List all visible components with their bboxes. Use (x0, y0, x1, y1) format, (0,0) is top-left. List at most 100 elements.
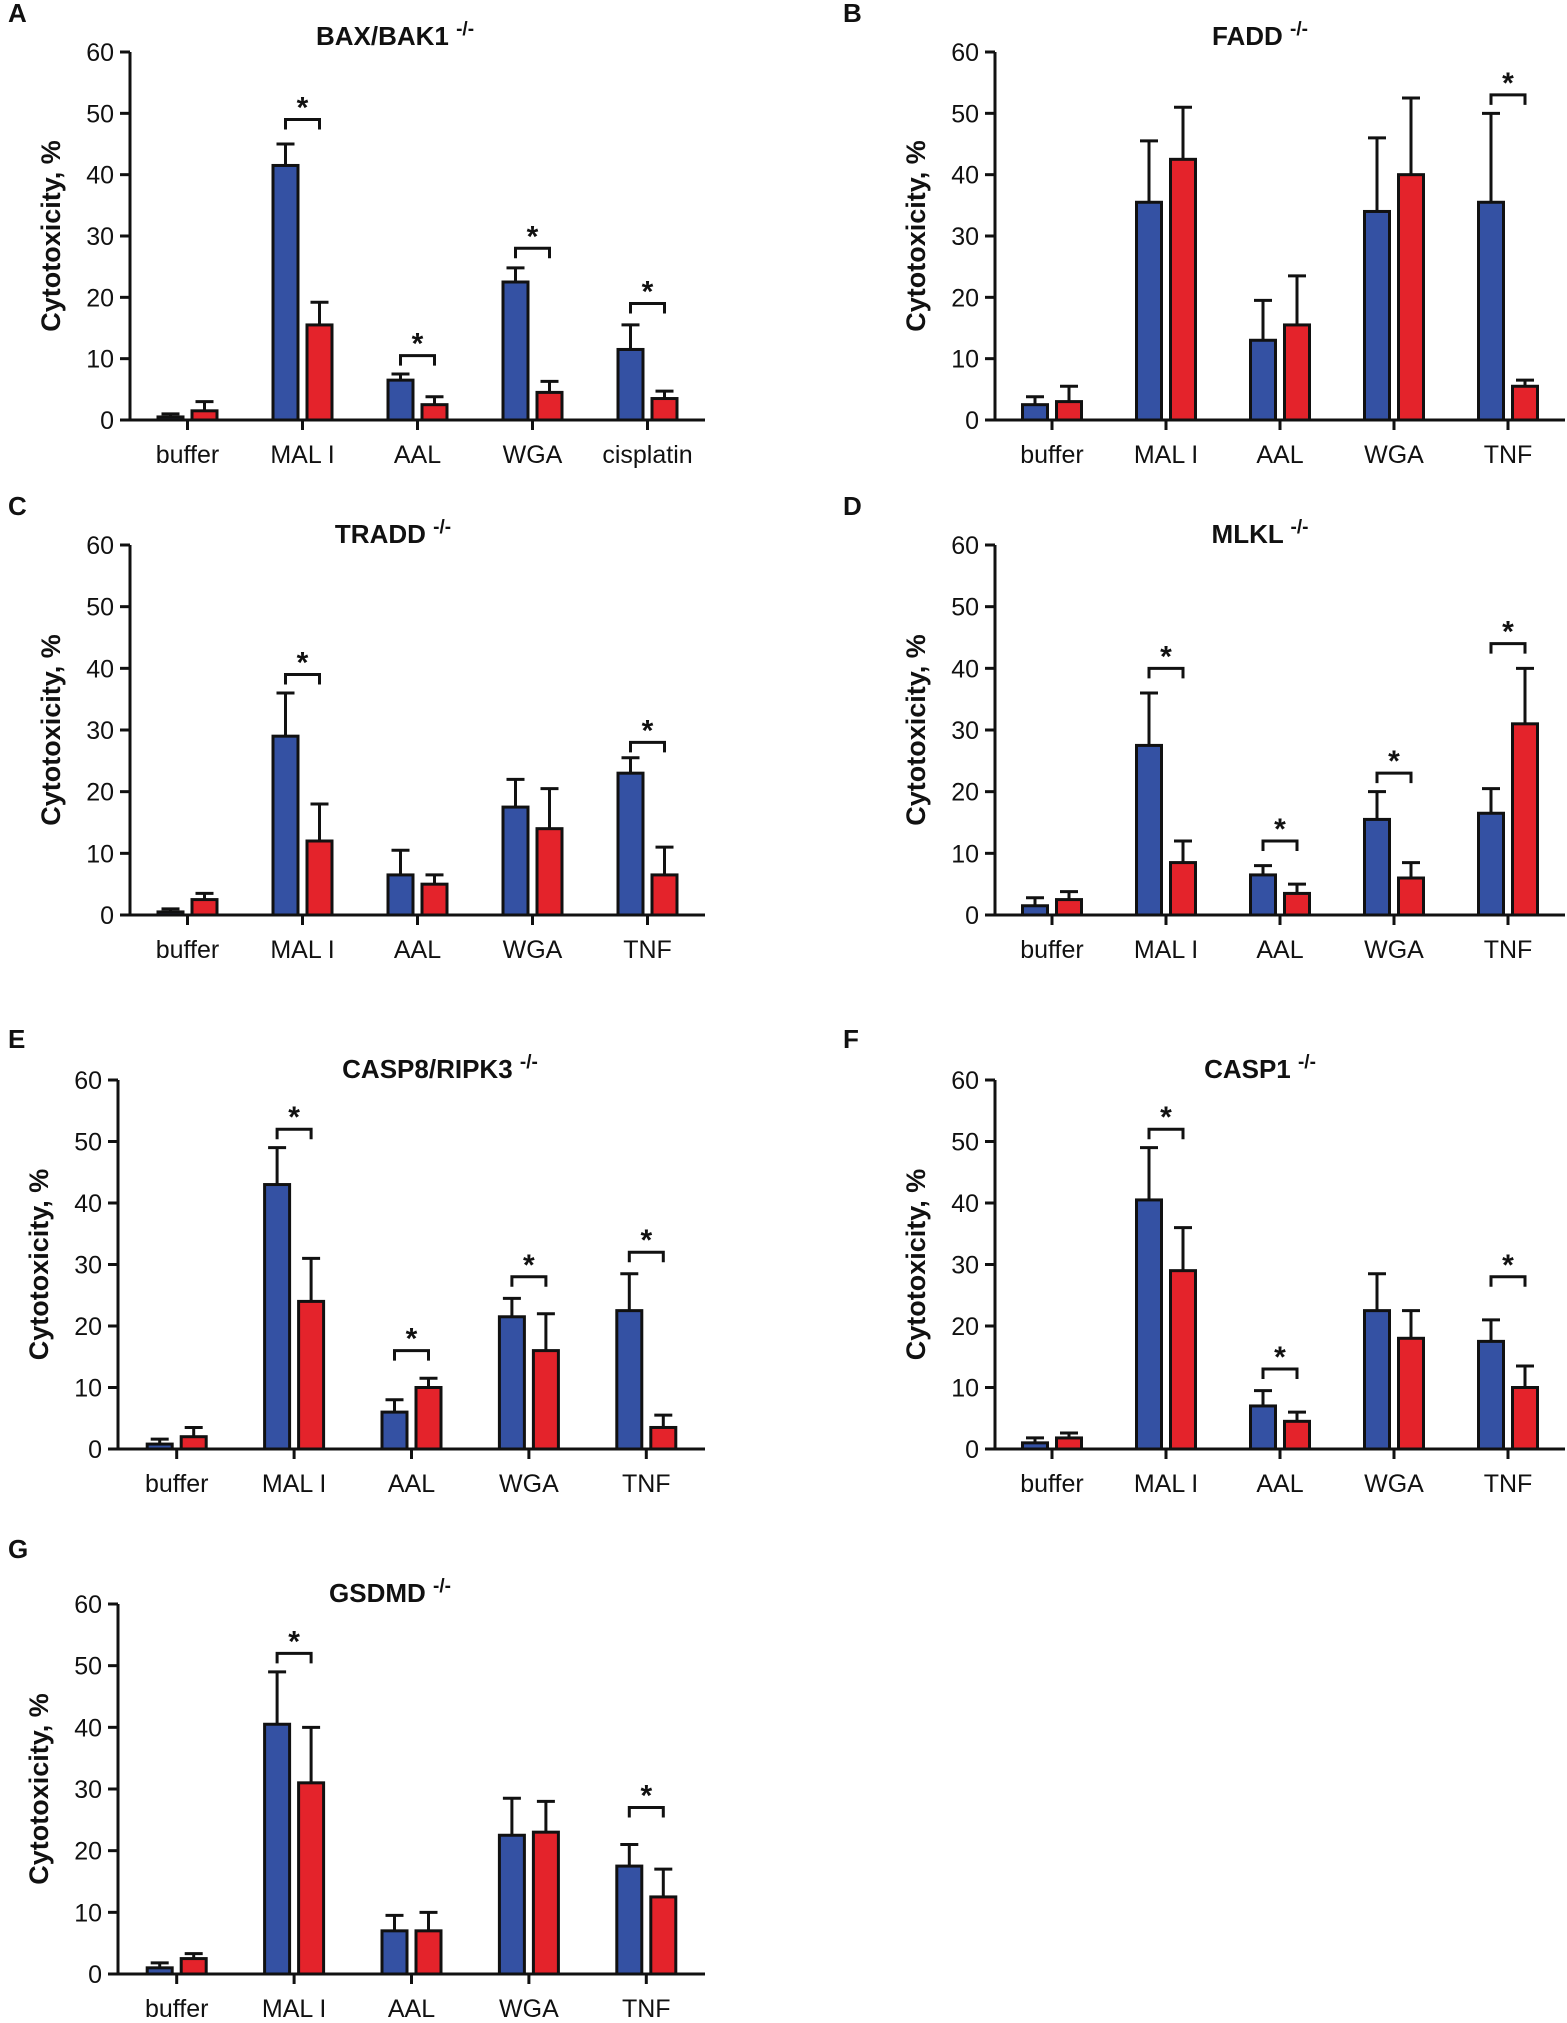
significance-bracket (1261, 1367, 1299, 1380)
bar-red (1283, 1419, 1311, 1451)
y-tick-label: 20 (86, 284, 114, 312)
x-tick-label: TNF (1484, 936, 1533, 964)
bar-blue (615, 1309, 644, 1451)
bar-blue (1477, 811, 1505, 917)
bar-blue (263, 1722, 292, 1976)
y-tick-label: 20 (86, 779, 114, 807)
x-tick-label: AAL (394, 936, 441, 964)
bar-red (1169, 861, 1197, 917)
chart-title-main: MLKL (1212, 519, 1291, 549)
significance-bracket (284, 117, 321, 130)
bar-blue (497, 1315, 526, 1451)
y-tick-label: 30 (951, 717, 979, 745)
chart-title-superscript: -/- (456, 19, 474, 40)
significance-bracket (629, 740, 666, 753)
significance-star: * (406, 1323, 418, 1356)
bar-blue (1021, 1441, 1049, 1451)
bar-blue (501, 280, 530, 422)
chart-panel-a: A BAX/BAK1 -/- 0 10 20 30 40 50 60 Cytotoxicity, … (8, 0, 705, 469)
x-tick-label: WGA (499, 1470, 559, 1498)
y-tick-label: 60 (86, 39, 114, 67)
y-axis-label: Cytotoxicity, % (36, 140, 66, 332)
y-tick-label: 50 (951, 594, 979, 622)
chart-title: BAX/BAK1 -/- (316, 19, 474, 51)
bar-red (414, 1386, 443, 1451)
bar-red (650, 397, 679, 422)
significance-bracket (1489, 93, 1527, 105)
chart-title: FADD -/- (1212, 19, 1308, 51)
bar-red (649, 1895, 678, 1976)
y-tick-label: 0 (965, 1436, 979, 1464)
chart-title-main: CASP8/RIPK3 (342, 1054, 520, 1084)
bar-blue (156, 910, 185, 917)
bar-blue (380, 1929, 409, 1976)
bar-blue (1477, 200, 1505, 422)
y-tick-label: 0 (100, 407, 114, 435)
x-tick-label: AAL (1256, 936, 1303, 964)
significance-star: * (1388, 745, 1400, 778)
bar-blue (386, 873, 415, 917)
x-tick-label: TNF (623, 936, 672, 964)
x-tick-label: MAL I (270, 936, 334, 964)
bar-red (190, 409, 219, 422)
y-tick-label: 10 (74, 1375, 102, 1403)
y-tick-label: 50 (86, 594, 114, 622)
chart-title: GSDMD -/- (329, 1576, 451, 1608)
x-tick-label: AAL (388, 1470, 435, 1498)
x-tick-label: buffer (1020, 1470, 1083, 1498)
bar-blue (1135, 743, 1163, 917)
y-tick-label: 40 (74, 1190, 102, 1218)
y-tick-label: 40 (951, 655, 979, 683)
significance-bracket (275, 1651, 313, 1664)
significance-star: * (1502, 67, 1514, 100)
x-tick-label: buffer (145, 1470, 208, 1498)
bar-blue (497, 1833, 526, 1976)
chart-panel-b: B FADD -/- 0 10 20 30 40 50 60 Cytotoxicity, % buf… (843, 0, 1565, 469)
panel-letter: B (843, 0, 862, 28)
x-tick-label: MAL I (1134, 936, 1198, 964)
y-tick-label: 60 (951, 39, 979, 67)
y-tick-label: 0 (965, 902, 979, 930)
y-tick-label: 40 (951, 162, 979, 190)
bar-blue (616, 771, 645, 917)
significance-bracket (627, 1806, 665, 1818)
bar-red (1283, 891, 1311, 917)
bar-blue (1021, 904, 1049, 917)
bar-red (305, 839, 334, 917)
y-tick-label: 60 (951, 532, 979, 560)
x-tick-label: cisplatin (602, 441, 692, 469)
bar-red (420, 882, 449, 917)
y-axis-label: Cytotoxicity, % (901, 634, 931, 826)
x-tick-label: AAL (394, 441, 441, 469)
bar-blue (1249, 873, 1277, 917)
y-tick-label: 20 (951, 1313, 979, 1341)
chart-title: TRADD -/- (335, 517, 451, 549)
bar-blue (1363, 209, 1391, 422)
y-tick-label: 30 (86, 223, 114, 251)
y-tick-label: 30 (74, 1252, 102, 1280)
y-tick-label: 60 (951, 1067, 979, 1095)
y-tick-label: 0 (88, 1436, 102, 1464)
significance-star: * (1502, 1249, 1514, 1282)
x-tick-label: MAL I (1134, 1470, 1198, 1498)
bar-red (414, 1929, 443, 1976)
x-tick-label: MAL I (262, 1470, 326, 1498)
bar-red (1283, 323, 1311, 422)
bar-blue (145, 1442, 174, 1451)
x-tick-label: TNF (622, 1470, 671, 1498)
bar-red (535, 827, 564, 917)
bar-blue (615, 1864, 644, 1976)
x-tick-label: buffer (1020, 441, 1083, 469)
y-tick-label: 30 (86, 717, 114, 745)
bar-blue (263, 1183, 292, 1451)
significance-bracket (627, 1250, 665, 1263)
y-tick-label: 10 (951, 1375, 979, 1403)
chart-title-main: BAX/BAK1 (316, 21, 456, 51)
significance-star: * (527, 220, 539, 253)
significance-bracket (1375, 771, 1413, 784)
chart-title-superscript: -/- (1290, 19, 1308, 40)
bar-blue (1135, 1198, 1163, 1451)
bar-blue (1363, 1309, 1391, 1451)
y-tick-label: 40 (74, 1714, 102, 1742)
